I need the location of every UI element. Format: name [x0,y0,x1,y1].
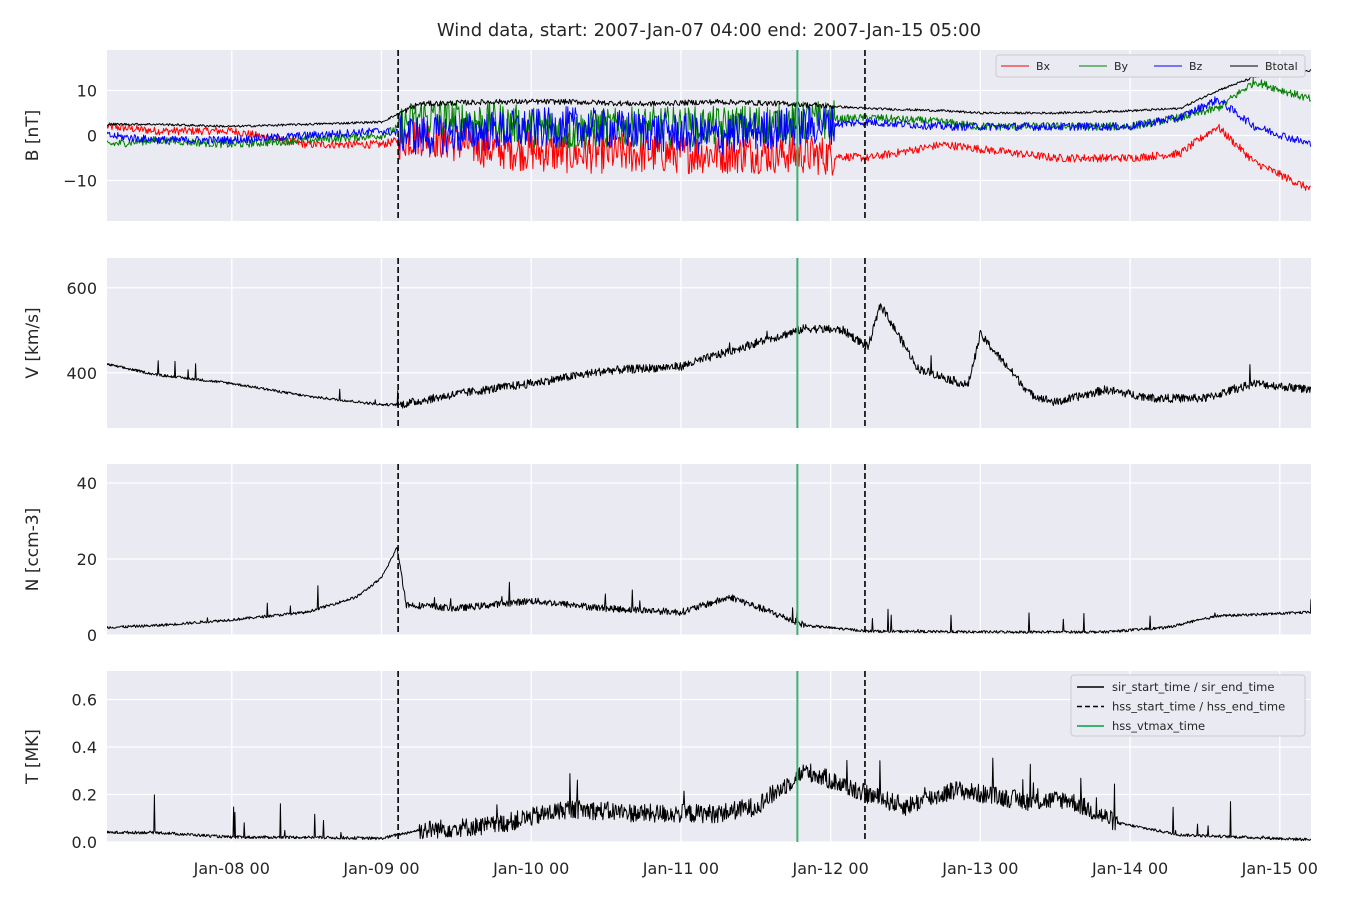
panel-3: 0.0 0.2 0.4 0.6 T [MK] sir_start_time / sir_e… [23,671,1311,852]
x-tick-label: Jan-09 00 [342,859,419,878]
legend-label-by: By [1114,60,1129,73]
panel-2: 0 20 40 N [ccm-3] [23,464,1311,645]
y-axis-label: T [MK] [23,729,43,785]
panel-background [107,464,1311,635]
y-tick-label: 0.0 [72,833,97,852]
x-tick-label: Jan-13 00 [941,859,1018,878]
legend-label-btotal: Btotal [1265,60,1298,73]
series-line-data [107,547,1311,634]
x-tick-label: Jan-15 00 [1241,859,1318,878]
legend-label-bx: Bx [1036,60,1051,73]
x-tick-label: Jan-08 00 [193,859,270,878]
y-tick-label: 0 [87,127,97,146]
y-axis-label: B [nT] [23,110,43,162]
y-tick-label: 400 [66,364,97,383]
series-group [107,303,1311,409]
x-tick-label: Jan-11 00 [642,859,719,878]
y-tick-label: 0.2 [72,786,97,805]
series-line-bz [107,96,1311,155]
series-group [107,757,1311,842]
legend-label-event: hss_start_time / hss_end_time [1112,700,1285,714]
legend-box [995,54,1306,78]
x-tick-label: Jan-10 00 [492,859,569,878]
chart-title: Wind data, start: 2007-Jan-07 04:00 end:… [437,20,981,41]
y-tick-label: 600 [66,279,97,298]
y-tick-label: 0.4 [72,738,97,757]
legend-b: Bx By Bz Btotal [995,54,1306,78]
legend-label-bz: Bz [1189,60,1203,73]
series-line-data [107,303,1311,409]
series-line-btotal [107,69,1311,128]
panel-1: 400 600 V [km/s] [23,258,1311,428]
legend-label-event: hss_vtmax_time [1112,719,1205,733]
series-line-by [107,78,1311,150]
y-tick-label: 0 [87,626,97,645]
series-group [107,69,1311,191]
legend-label-event: sir_start_time / sir_end_time [1112,680,1274,694]
y-tick-label: 10 [77,82,97,101]
x-tick-label: Jan-14 00 [1091,859,1168,878]
panels: −10 0 10 B [nT] Bx By Bz Btotal 400 600 V [km/s] 0 2… [23,50,1311,852]
y-tick-label: 20 [77,550,97,569]
legend-events: sir_start_time / sir_end_time hss_start_t… [1070,674,1306,737]
y-tick-label: 0.6 [72,691,97,710]
y-axis-label: V [km/s] [23,307,43,378]
y-tick-label: 40 [77,474,97,493]
panel-0: −10 0 10 B [nT] Bx By Bz Btotal [23,50,1311,221]
x-axis-ticks: Jan-08 00 Jan-09 00 Jan-10 00 Jan-11 00 Jan-… [193,859,1318,878]
y-axis-label: N [ccm-3] [23,508,43,592]
series-line-data [107,757,1311,842]
x-tick-label: Jan-12 00 [792,859,869,878]
legend-box [1070,674,1306,737]
series-group [107,547,1311,634]
panel-background [107,258,1311,428]
y-tick-label: −10 [63,172,97,191]
